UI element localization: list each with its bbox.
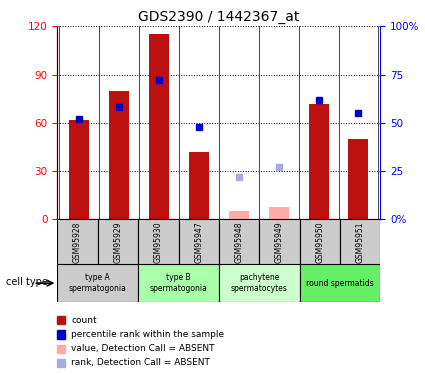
Text: pachytene
spermatocytes: pachytene spermatocytes	[231, 273, 288, 293]
Bar	[138, 219, 178, 264]
Bar	[348, 139, 368, 219]
Title: GDS2390 / 1442367_at: GDS2390 / 1442367_at	[138, 10, 300, 24]
Bar	[149, 34, 169, 219]
Bar	[69, 120, 89, 219]
Bar	[229, 211, 249, 219]
Text: round spermatids: round spermatids	[306, 279, 374, 288]
Bar	[57, 219, 98, 264]
Bar	[309, 104, 329, 219]
Text: GSM95930: GSM95930	[154, 221, 163, 262]
Bar	[219, 264, 300, 302]
Bar	[178, 219, 219, 264]
Text: GSM95947: GSM95947	[194, 221, 203, 262]
Text: GSM95948: GSM95948	[235, 221, 244, 262]
Bar	[219, 219, 259, 264]
Bar	[259, 219, 300, 264]
Bar	[98, 219, 138, 264]
Text: GSM95950: GSM95950	[315, 221, 324, 262]
Text: GSM95951: GSM95951	[356, 221, 365, 262]
Text: rank, Detection Call = ABSENT: rank, Detection Call = ABSENT	[71, 358, 210, 368]
Bar	[300, 219, 340, 264]
Text: GSM95949: GSM95949	[275, 221, 284, 262]
Text: value, Detection Call = ABSENT: value, Detection Call = ABSENT	[71, 344, 215, 353]
Text: GSM95928: GSM95928	[73, 221, 82, 262]
Bar	[189, 152, 209, 219]
Bar	[269, 207, 289, 219]
Bar	[57, 264, 138, 302]
Text: type B
spermatogonia: type B spermatogonia	[150, 273, 207, 293]
Bar	[340, 219, 380, 264]
Bar	[109, 91, 129, 219]
Text: GSM95929: GSM95929	[113, 221, 122, 262]
Text: count: count	[71, 316, 97, 325]
Text: cell type: cell type	[6, 278, 48, 287]
Bar	[138, 264, 219, 302]
Bar	[300, 264, 380, 302]
Text: type A
spermatogonia: type A spermatogonia	[69, 273, 127, 293]
Text: percentile rank within the sample: percentile rank within the sample	[71, 330, 224, 339]
